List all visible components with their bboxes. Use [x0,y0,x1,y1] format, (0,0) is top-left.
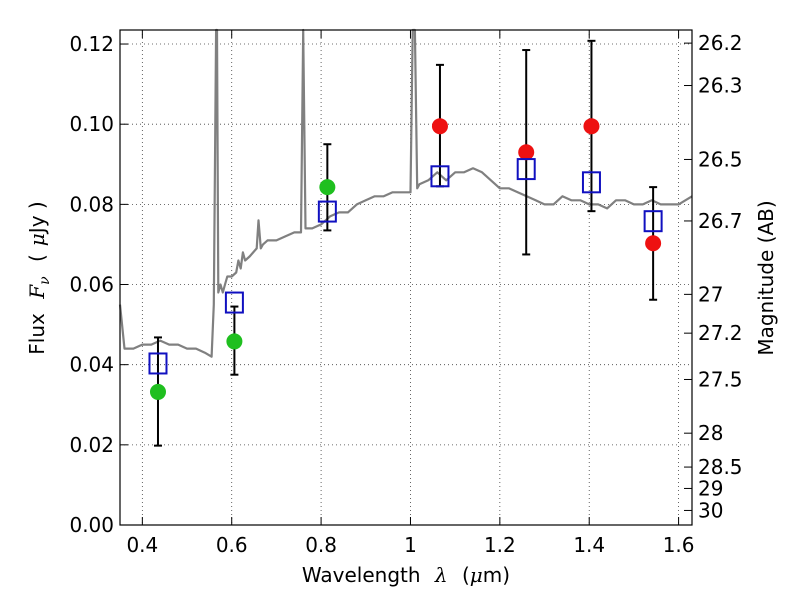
y-tick-label: 0.02 [69,433,114,457]
x-tick-label: 0.4 [126,533,158,557]
y-tick-label: 0.12 [69,32,114,56]
observed-green-point [149,383,166,400]
y-axis-label-unit: Jy ) [25,201,49,235]
y2-tick-label: 26.7 [698,209,743,233]
y-axis-label: Flux Fν ( μJy ) [25,201,54,354]
y2-tick-label: 30 [698,498,723,522]
observed-green-point [319,179,336,196]
observed-green-point [226,333,243,350]
y2-tick-label: 27 [698,282,723,306]
y-tick-label: 0.00 [69,513,114,537]
x-tick-label: 0.6 [216,533,248,557]
observed-red-point [645,235,662,252]
y-tick-label: 0.10 [69,112,114,136]
y2-tick-label: 27.2 [698,321,743,345]
spectrum-layer [118,28,693,358]
x-axis-label-open: ( [462,563,470,587]
plot-frame [119,29,693,526]
grid-layer [120,30,692,526]
x-axis-label: Wavelength λ (μm) [302,563,510,587]
model-square-point [581,171,601,194]
spectrum-line [118,28,693,358]
y-axis-label-symbol: F [25,284,49,300]
y2-tick-label: 28 [698,421,723,445]
observed-red-point [431,118,448,135]
tick-layer: 0.4 0.6 0.8 1 1.2 1.4 1.6 0.00 0.02 0.04 0.06 0.08 0… [69,30,743,557]
y2-tick-label: 26.2 [698,31,743,55]
x-axis-label-mu: μ [470,563,483,587]
x-tick-label: 1.4 [573,533,605,557]
y2-axis-label: Magnitude (AB) [754,200,778,355]
y-tick-label: 0.04 [69,353,114,377]
x-axis-label-unit: m) [483,563,510,587]
x-tick-label: 1 [404,533,417,557]
observed-red-point [518,144,535,161]
y2-tick-label: 26.3 [698,74,743,98]
y-tick-label: 0.08 [69,192,114,216]
y-axis-label-text: Flux [25,313,49,355]
model-square-point [224,291,244,314]
observed-red-point [583,118,600,135]
y2-tick-label: 29 [698,476,723,500]
model-square-point [148,352,168,375]
y2-tick-label: 28.5 [698,455,743,479]
model-square-point [516,158,536,181]
model-square-point [430,165,450,188]
x-tick-label: 0.8 [305,533,337,557]
model-square-point [643,210,663,233]
x-tick-label: 1.6 [663,533,695,557]
y2-tick-label: 27.5 [698,367,743,391]
x-axis-label-text: Wavelength [302,563,421,587]
y-axis-label-mu: μ [25,233,49,246]
model-square-point [317,200,337,223]
y2-tick-label: 26.5 [698,147,743,171]
errorbar-layer [153,39,658,447]
x-tick-label: 1.2 [484,533,516,557]
y-axis-label-subscript: ν [37,276,53,285]
marker-layer [148,118,663,400]
x-axis-label-symbol: λ [434,563,448,587]
y-axis-label-open: ( [25,254,49,262]
y-tick-label: 0.06 [69,273,114,297]
